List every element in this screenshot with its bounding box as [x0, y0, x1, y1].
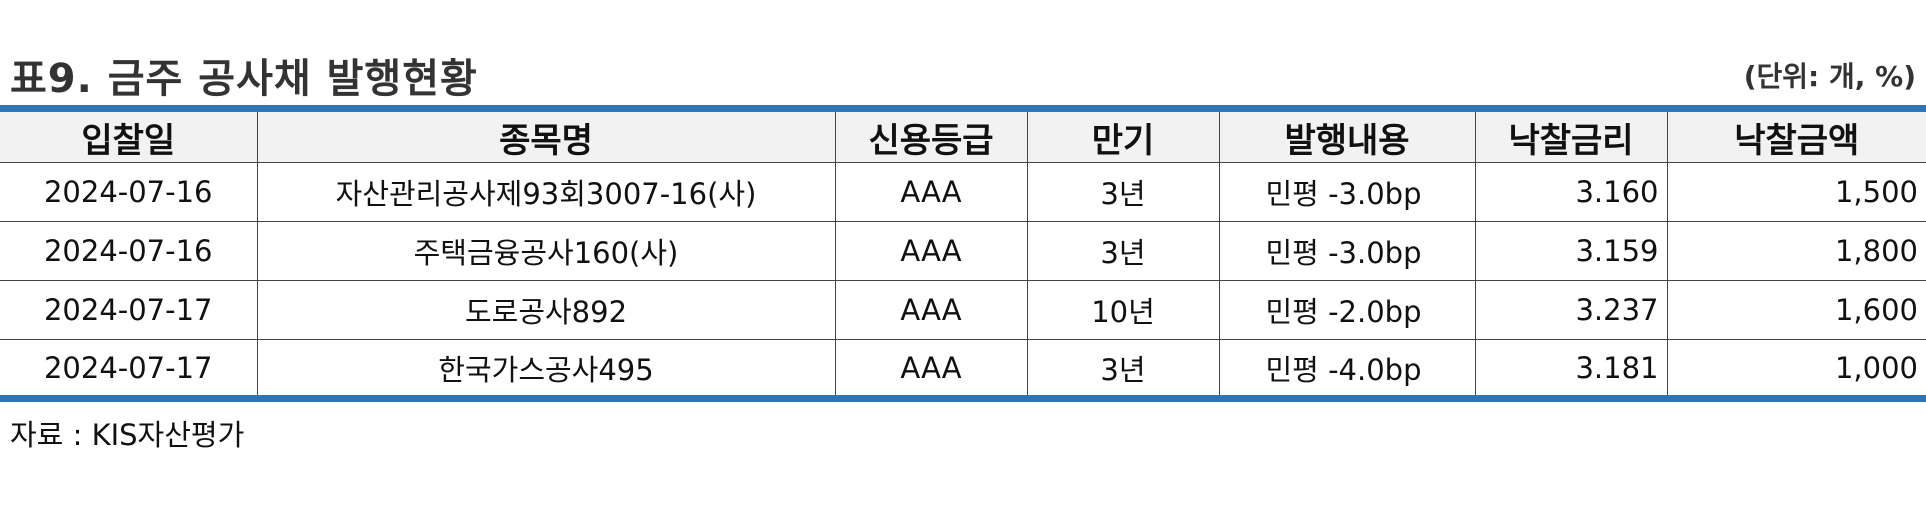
header-issue-details: 발행내용	[1218, 108, 1476, 163]
header-issue-name: 종목명	[256, 108, 836, 163]
header-bid-date: 입찰일	[0, 108, 258, 163]
table-row: 2024-07-17 한국가스공사495 AAA 3년 민평 -4.0bp 3.…	[0, 339, 1926, 399]
cell-issue-details: 민평 -3.0bp	[1218, 221, 1476, 281]
issuance-table: 입찰일 종목명 신용등급 만기 발행내용 낙찰금리 낙찰금액 2024-07-1…	[0, 105, 1926, 402]
cell-winning-rate: 3.159	[1474, 221, 1668, 281]
cell-issue-name: 도로공사892	[256, 280, 836, 340]
cell-winning-rate: 3.160	[1474, 162, 1668, 222]
header-row: 입찰일 종목명 신용등급 만기 발행내용 낙찰금리 낙찰금액	[0, 108, 1926, 163]
unit-note: (단위: 개, %)	[1743, 60, 1916, 93]
table-title: 표9. 금주 공사채 발행현황	[10, 56, 478, 102]
header-credit-rating: 신용등급	[834, 108, 1028, 163]
cell-maturity: 3년	[1026, 162, 1220, 222]
cell-bid-date: 2024-07-16	[0, 221, 258, 281]
source-note: 자료 : KIS자산평가	[10, 418, 245, 452]
issuance-table-container: 입찰일 종목명 신용등급 만기 발행내용 낙찰금리 낙찰금액 2024-07-1…	[0, 105, 1926, 402]
cell-bid-date: 2024-07-17	[0, 280, 258, 340]
cell-winning-rate: 3.237	[1474, 280, 1668, 340]
cell-credit-rating: AAA	[834, 280, 1028, 340]
cell-issue-name: 한국가스공사495	[256, 339, 836, 399]
cell-issue-details: 민평 -3.0bp	[1218, 162, 1476, 222]
cell-winning-amount: 1,800	[1666, 221, 1926, 281]
header-winning-rate: 낙찰금리	[1474, 108, 1668, 163]
cell-maturity: 3년	[1026, 221, 1220, 281]
cell-winning-amount: 1,500	[1666, 162, 1926, 222]
cell-credit-rating: AAA	[834, 339, 1028, 399]
cell-issue-name: 자산관리공사제93회3007-16(사)	[256, 162, 836, 222]
cell-bid-date: 2024-07-17	[0, 339, 258, 399]
header-winning-amount: 낙찰금액	[1666, 108, 1926, 163]
table-row: 2024-07-16 자산관리공사제93회3007-16(사) AAA 3년 민…	[0, 162, 1926, 222]
cell-bid-date: 2024-07-16	[0, 162, 258, 222]
header-maturity: 만기	[1026, 108, 1220, 163]
cell-issue-details: 민평 -4.0bp	[1218, 339, 1476, 399]
cell-credit-rating: AAA	[834, 162, 1028, 222]
cell-issue-name: 주택금융공사160(사)	[256, 221, 836, 281]
cell-winning-amount: 1,600	[1666, 280, 1926, 340]
cell-winning-rate: 3.181	[1474, 339, 1668, 399]
table-row: 2024-07-16 주택금융공사160(사) AAA 3년 민평 -3.0bp…	[0, 221, 1926, 281]
cell-maturity: 10년	[1026, 280, 1220, 340]
cell-maturity: 3년	[1026, 339, 1220, 399]
cell-winning-amount: 1,000	[1666, 339, 1926, 399]
cell-issue-details: 민평 -2.0bp	[1218, 280, 1476, 340]
table-row: 2024-07-17 도로공사892 AAA 10년 민평 -2.0bp 3.2…	[0, 280, 1926, 340]
cell-credit-rating: AAA	[834, 221, 1028, 281]
